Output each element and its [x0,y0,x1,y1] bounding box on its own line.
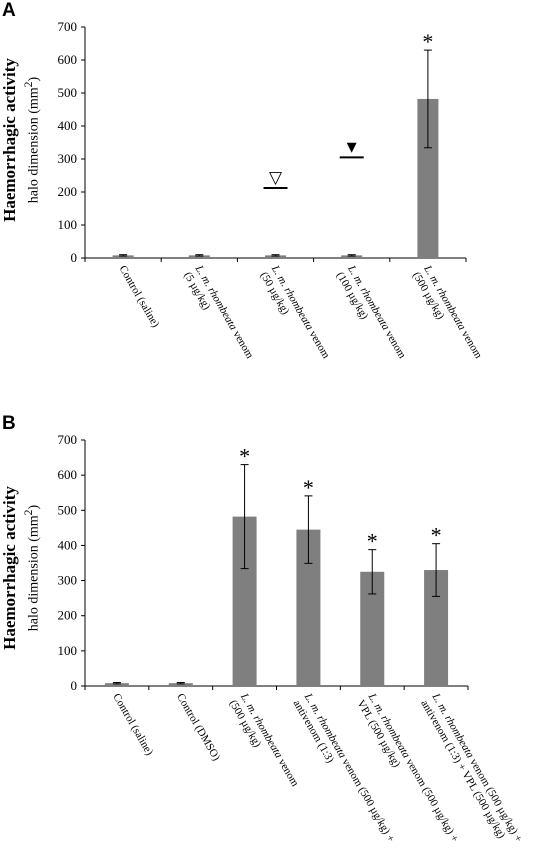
x-category-label: Control (saline) [110,692,155,758]
x-category-label-line: Control (saline) [117,264,162,330]
y-tick-label: 300 [58,573,78,588]
significance-marker: * [239,444,250,469]
x-category-label: Control (DMSO) [174,692,222,764]
y-tick-label: 0 [71,250,78,265]
y-tick-label: 200 [58,184,78,199]
y-tick-label: 200 [58,608,78,623]
significance-marker: * [422,29,433,54]
y-tick-label: 500 [58,502,78,517]
x-category-label-line: antivenom (1:3) + VPL (500 µg/kg) [418,698,507,841]
y-tick-label: 400 [58,537,78,552]
x-category-label: L. m. rhombeata venom(50 µg/kg) [257,263,332,368]
annotation-symbol: ▼ [343,137,360,156]
bar [341,255,363,258]
y-tick-label: 700 [58,432,78,447]
x-category-label: L. m. rhombeata venom(500 µg/kg) [226,691,301,796]
x-category-label-line: L. m. rhombeata venom [192,263,256,361]
x-category-label-line: Control (saline) [110,692,155,758]
panel-label-a: A [2,0,16,21]
significance-marker: * [431,523,442,548]
chart-panel-b: 0 100 200 300 400 500 600 700 * * * * Control (salin… [58,432,525,851]
bar [417,98,439,258]
x-category-label: L. m. rhombeata venom(500 µg/kg) [410,263,485,368]
panel-label-b: B [2,413,16,434]
y-tick-label: 700 [58,19,78,34]
chart-panel-a: 0 100 200 300 400 500 600 700 * ▽ ▼ Control (saline… [58,19,485,368]
y-tick-label: 500 [58,85,78,100]
y-tick-label: 0 [71,678,78,693]
y-tick-label: 100 [58,217,78,232]
y-tick-label: 300 [58,151,78,166]
bar [265,255,286,258]
bar [104,683,129,686]
annotation-symbol: ▽ [269,168,283,187]
x-category-label: L. m. rhombeata venom (500 µg/kg) +antiv… [418,691,525,851]
x-category-label: L. m. rhombeata venom(100 µg/kg) [333,263,408,368]
y-tick-label: 100 [58,643,78,658]
x-category-label: Control (saline) [117,264,162,330]
y-tick-label: 400 [58,118,78,133]
x-category-label-line: Control (DMSO) [174,692,222,764]
significance-marker: * [303,475,314,500]
x-category-label: L. m. rhombeata venom(5 µg/kg) [181,263,256,368]
bar [188,255,210,258]
bar [168,683,193,686]
x-category-label-line: L. m. rhombeata venom [268,263,332,361]
x-category-label-line: L. m. rhombeata venom [345,263,409,361]
y-tick-label: 600 [58,467,78,482]
x-category-label-line: L. m. rhombeata venom [421,263,485,361]
bar [112,255,134,258]
significance-marker: * [367,529,378,554]
bar [232,516,257,686]
y-tick-label: 600 [58,52,78,67]
